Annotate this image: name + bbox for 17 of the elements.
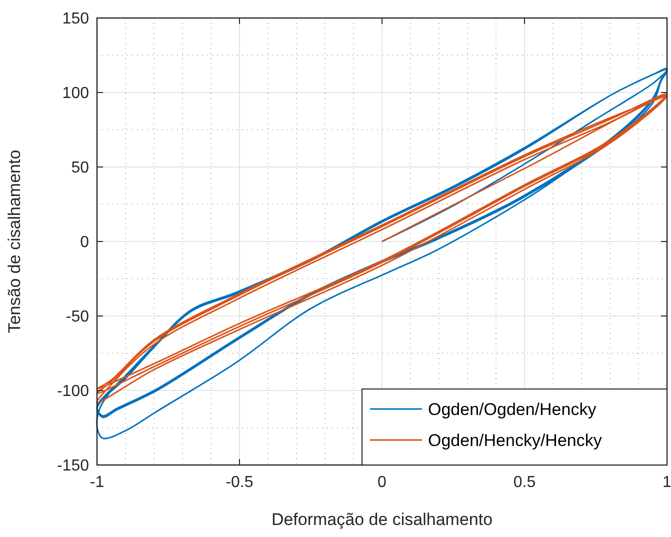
legend-label: Ogden/Hencky/Hencky xyxy=(428,431,602,450)
x-tick-label: -1 xyxy=(90,474,104,491)
y-tick-label: -150 xyxy=(56,458,90,474)
x-tick-label: 0.5 xyxy=(513,474,536,491)
x-tick-label: -0.5 xyxy=(226,474,254,491)
y-tick-label: 100 xyxy=(62,85,90,102)
x-axis-title: Deformação de cisalhamento xyxy=(271,510,493,529)
y-tick-label: 50 xyxy=(71,160,90,176)
x-tick-label: 1 xyxy=(662,474,671,491)
y-tick-label: -50 xyxy=(66,308,90,326)
x-tick-label: 0 xyxy=(378,474,387,491)
y-tick-label: 150 xyxy=(62,10,90,28)
y-tick-label: 0 xyxy=(80,234,90,251)
y-axis-title: Tensão de cisalhamento xyxy=(5,150,24,334)
y-tick-label: -100 xyxy=(56,383,90,400)
line-series xyxy=(96,93,668,404)
legend-label: Ogden/Ogden/Hencky xyxy=(428,400,597,419)
